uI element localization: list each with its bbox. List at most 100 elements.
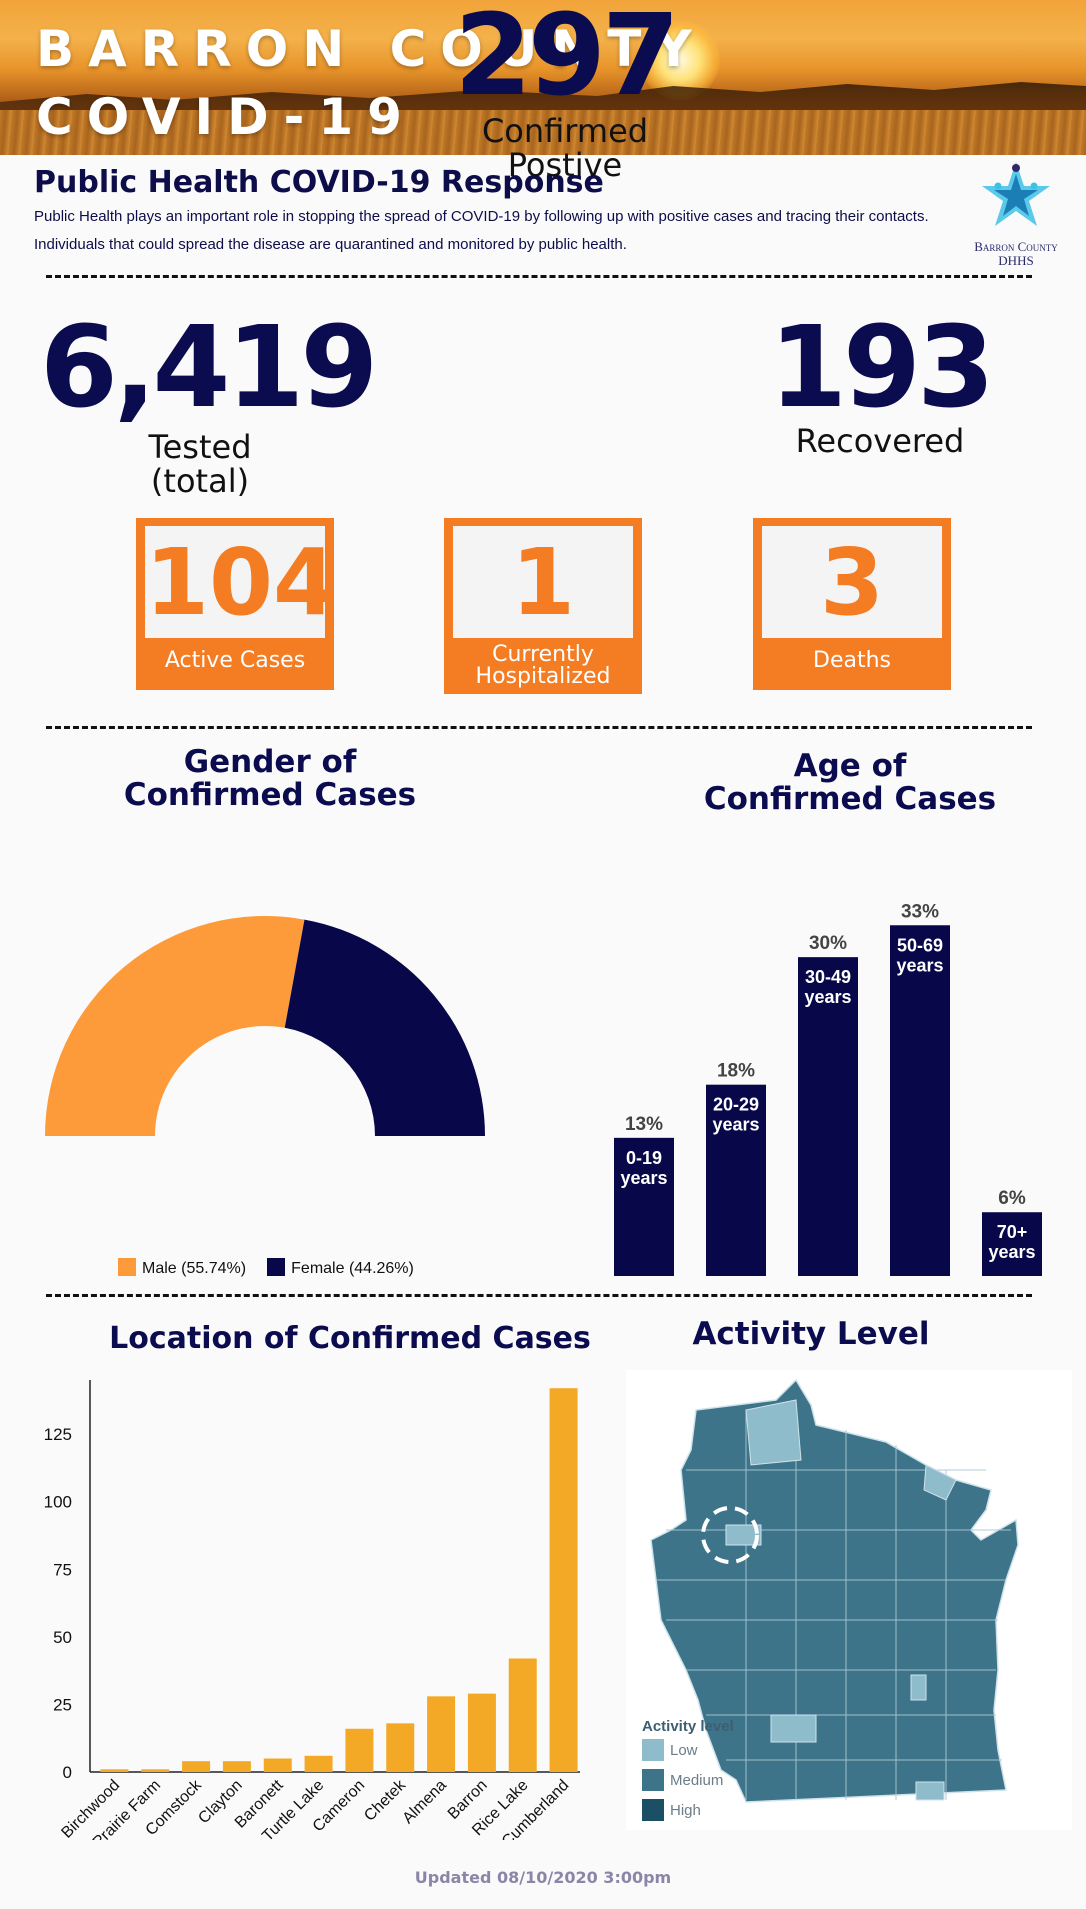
age-bar-value-label: 6% bbox=[998, 1188, 1026, 1209]
hospitalized-value: 1 bbox=[453, 526, 633, 638]
gender-chart bbox=[45, 916, 485, 1136]
age-chart: 13%0-19years18%20-29years30%30-49years33… bbox=[614, 901, 1042, 1276]
field-image bbox=[0, 110, 1086, 155]
hospitalized-label-line1: Currently bbox=[492, 642, 594, 667]
hospitalized-label-line2: Hospitalized bbox=[475, 664, 611, 689]
legend-male: Male (55.74%) bbox=[118, 1258, 247, 1277]
age-bar bbox=[706, 1084, 766, 1276]
gender-chart-title: Gender of Confirmed Cases bbox=[60, 746, 480, 812]
legend-medium-label: Medium bbox=[670, 1772, 724, 1789]
medium-swatch bbox=[642, 1769, 664, 1791]
age-title-word: Age bbox=[793, 748, 861, 784]
tested-label-line1: Tested bbox=[148, 428, 252, 466]
high-swatch bbox=[642, 1799, 664, 1821]
page-title: Public Health COVID-19 Response bbox=[34, 165, 604, 200]
legend-female: Female (44.26%) bbox=[267, 1258, 414, 1277]
updated-timestamp: Updated 08/10/2020 3:00pm bbox=[414, 1868, 672, 1887]
activity-legend: Activity level Low Medium High bbox=[642, 1718, 734, 1829]
age-bar-value-label: 33% bbox=[901, 901, 939, 922]
divider bbox=[46, 275, 1032, 278]
gender-legend: Male (55.74%) Female (44.26%) bbox=[118, 1258, 518, 1278]
legend-male-label: Male (55.74%) bbox=[142, 1260, 247, 1277]
age-bar-value-label: 18% bbox=[717, 1061, 755, 1082]
male-swatch bbox=[118, 1258, 136, 1276]
age-chart-title: Age of Confirmed Cases bbox=[640, 750, 1060, 816]
gender-slice-male bbox=[45, 916, 305, 1136]
age-bar-value-label: 30% bbox=[809, 933, 847, 954]
active-cases-value: 104 bbox=[145, 526, 337, 638]
logo-text-line1: Barron County bbox=[974, 239, 1058, 254]
legend-low: Low bbox=[642, 1739, 734, 1769]
location-bar bbox=[141, 1769, 170, 1772]
deaths-label: Deaths bbox=[813, 648, 891, 673]
location-bar bbox=[182, 1761, 211, 1772]
legend-high-label: High bbox=[670, 1802, 701, 1819]
y-tick-label: 75 bbox=[53, 1560, 72, 1579]
activity-legend-title: Activity level bbox=[642, 1718, 734, 1735]
low-swatch bbox=[642, 1739, 664, 1761]
age-bar-category-label: 0-19 bbox=[626, 1148, 662, 1168]
active-cases-box: 104 Active Cases bbox=[136, 518, 337, 690]
deaths-box: 3 Deaths bbox=[753, 518, 951, 690]
location-bar bbox=[100, 1769, 129, 1772]
legend-female-label: Female (44.26%) bbox=[291, 1260, 414, 1277]
legend-low-label: Low bbox=[670, 1742, 698, 1759]
location-bar bbox=[427, 1696, 456, 1772]
header-banner: BARRON COUNTY COVID-19 bbox=[0, 0, 1086, 155]
y-tick-label: 50 bbox=[53, 1628, 72, 1647]
age-bar-category-label: 70+ bbox=[997, 1222, 1028, 1242]
banner-title-line2: COVID-19 bbox=[36, 88, 416, 146]
y-tick-label: 0 bbox=[63, 1763, 72, 1782]
location-bar bbox=[222, 1761, 251, 1772]
barron-county-highlight-circle bbox=[701, 1506, 759, 1564]
active-cases-label: Active Cases bbox=[164, 648, 306, 673]
age-bar-category-label: years bbox=[620, 1168, 667, 1188]
location-bar bbox=[345, 1728, 374, 1772]
y-tick-label: 25 bbox=[53, 1695, 72, 1714]
confirmed-value: 297 bbox=[454, 0, 680, 121]
female-swatch bbox=[267, 1258, 286, 1276]
location-bar bbox=[467, 1693, 496, 1772]
age-bar bbox=[798, 957, 858, 1276]
star-people-icon bbox=[982, 162, 1050, 226]
location-bar bbox=[549, 1388, 578, 1772]
age-bar-category-label: 50-69 bbox=[897, 935, 943, 955]
location-bar bbox=[386, 1723, 415, 1772]
age-bar bbox=[614, 1137, 674, 1276]
location-bar bbox=[304, 1755, 333, 1772]
legend-medium: Medium bbox=[642, 1769, 734, 1799]
hospitalized-box: 1 Currently Hospitalized bbox=[444, 518, 642, 694]
stat-confirmed: 297 Confirmed Postive bbox=[420, 0, 710, 182]
activity-title: Activity Level bbox=[692, 1316, 930, 1352]
age-title-line1: Age of bbox=[640, 750, 1060, 783]
wisconsin-activity-map: Activity level Low Medium High bbox=[626, 1370, 1072, 1830]
y-tick-label: 125 bbox=[44, 1425, 72, 1444]
tested-value: 6,419 bbox=[40, 303, 378, 433]
confirmed-label-line1: Confirmed bbox=[481, 112, 649, 150]
logo-text-line2: DHHS bbox=[998, 253, 1034, 268]
age-bar-category-label: 30-49 bbox=[805, 967, 851, 987]
stat-tested: 6,419 Tested (total) bbox=[40, 303, 378, 500]
age-bar-category-label: years bbox=[988, 1242, 1035, 1262]
legend-high: High bbox=[642, 1799, 734, 1829]
age-title-line2: Confirmed Cases bbox=[703, 781, 997, 817]
age-bar-category-label: 20-29 bbox=[713, 1095, 759, 1115]
dhhs-logo: Barron County DHHS bbox=[956, 156, 1076, 268]
age-bar-category-label: years bbox=[896, 955, 943, 975]
deaths-value: 3 bbox=[762, 526, 942, 638]
recovered-value: 193 bbox=[769, 303, 995, 433]
gender-slice-female bbox=[284, 919, 485, 1136]
tested-label-line2: (total) bbox=[150, 462, 250, 500]
x-tick-label: Almena bbox=[400, 1777, 450, 1827]
age-bar bbox=[890, 925, 950, 1276]
intro-text: Public Health plays an important role in… bbox=[34, 208, 929, 253]
gender-title-line1: Gender of bbox=[183, 744, 357, 780]
location-bar bbox=[508, 1658, 537, 1772]
age-title-of: of bbox=[871, 748, 907, 784]
y-tick-label: 100 bbox=[44, 1493, 72, 1512]
banner-title-line1: BARRON COUNTY bbox=[36, 20, 706, 78]
recovered-label: Recovered bbox=[795, 422, 965, 460]
location-chart-title: Location of Confirmed Cases bbox=[109, 1321, 591, 1356]
wisconsin-map-image bbox=[650, 1378, 1019, 1803]
